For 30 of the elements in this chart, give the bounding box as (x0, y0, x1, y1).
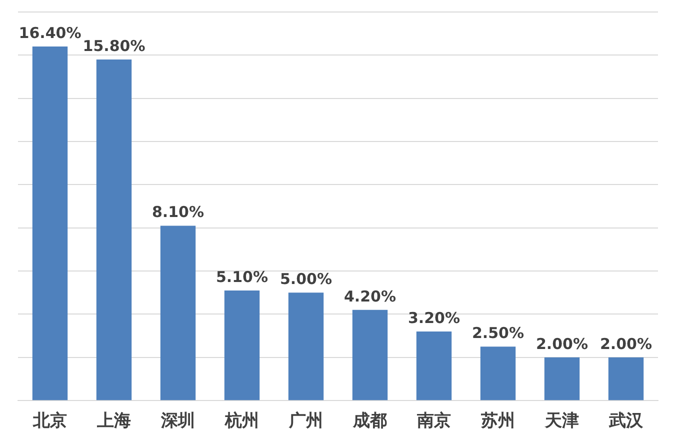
x-tick-label: 上海 (96, 411, 131, 432)
data-label: 2.00% (600, 334, 652, 353)
x-tick-label: 南京 (416, 411, 451, 432)
bar (608, 357, 644, 400)
data-label: 15.80% (82, 36, 146, 55)
x-tick-label: 北京 (32, 411, 67, 432)
data-label: 4.20% (344, 287, 396, 306)
x-tick-label: 苏州 (480, 411, 515, 432)
bar (160, 226, 196, 400)
data-label: 3.20% (408, 308, 460, 327)
bar (288, 292, 324, 400)
data-label: 8.10% (152, 203, 204, 222)
data-label: 5.10% (216, 268, 268, 286)
bar (32, 46, 68, 400)
bar (480, 346, 516, 400)
data-label: 2.00% (536, 334, 588, 353)
x-tick-label: 广州 (288, 411, 323, 432)
x-tick-label: 杭州 (224, 411, 259, 432)
x-tick-label: 深圳 (160, 411, 195, 432)
x-tick-label: 武汉 (608, 411, 644, 432)
data-label: 16.40% (18, 24, 82, 42)
bar (224, 290, 260, 400)
bar (544, 357, 580, 400)
data-label: 5.00% (280, 270, 332, 288)
x-tick-label: 天津 (544, 411, 579, 432)
bar (416, 332, 452, 400)
bar (96, 59, 132, 400)
x-tick-label: 成都 (352, 411, 387, 432)
data-label: 2.50% (472, 324, 524, 342)
bar (352, 310, 388, 400)
